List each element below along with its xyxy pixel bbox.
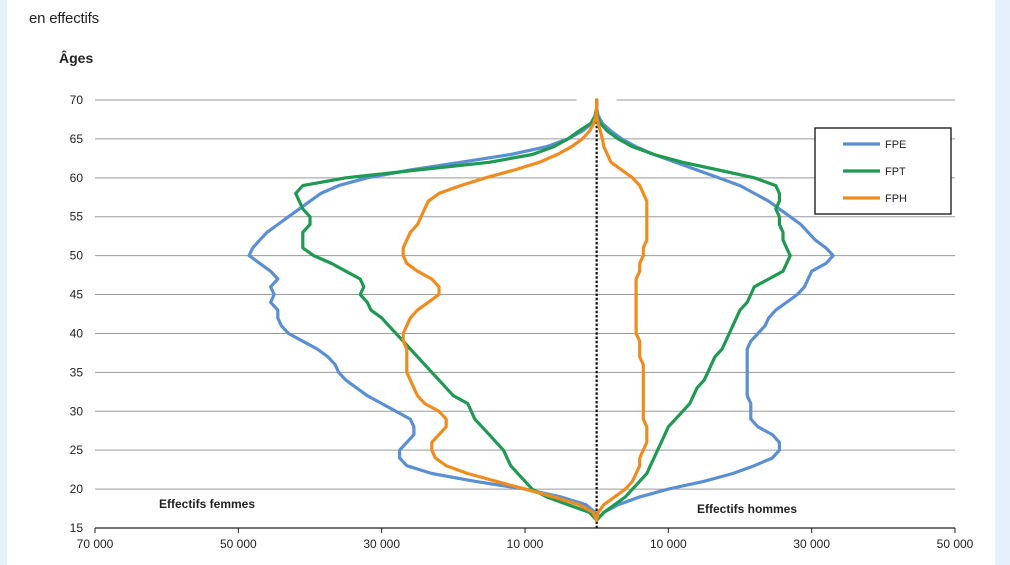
pyramid-chart: 15 20 25 30 35 40 45 50 55 60 65 70 Âges 70 000 50 000…	[59, 49, 974, 551]
series-fpt-women-line	[294, 98, 599, 522]
annotation-men: Effectifs hommes	[697, 502, 797, 516]
chart-subtitle: en effectifs	[29, 10, 99, 27]
y-tick-label: 60	[70, 171, 84, 185]
series-fpe-women-line	[247, 98, 599, 522]
y-tick-label: 65	[70, 132, 84, 146]
y-tick-label: 30	[70, 404, 84, 418]
x-tick-label: 50 000	[937, 537, 974, 551]
y-tick-label: 70	[70, 93, 84, 107]
figure-panel: en effectifs 15 20 25 30 35 40 45 50 55 60 65 70 Âge…	[7, 0, 995, 565]
y-tick-label: 45	[70, 288, 84, 302]
x-tick-label: 50 000	[220, 537, 257, 551]
y-tick-label: 25	[70, 443, 84, 457]
y-tick-label: 15	[70, 521, 84, 535]
y-tick-label: 35	[70, 365, 84, 379]
annotation-women: Effectifs femmes	[159, 497, 255, 511]
y-tick-label: 20	[70, 482, 84, 496]
legend-label-fpt: FPT	[885, 166, 906, 178]
x-tick-label: 70 000	[77, 537, 114, 551]
legend-label-fph: FPH	[885, 193, 907, 205]
series-fpe-men-line	[595, 98, 835, 522]
y-axis-label: Âges	[59, 49, 93, 66]
y-tick-label: 40	[70, 326, 84, 340]
x-tick-label: 30 000	[793, 537, 830, 551]
y-tick-label: 50	[70, 249, 84, 263]
y-tick-label: 55	[70, 210, 84, 224]
x-tick-label: 30 000	[363, 537, 400, 551]
x-tick-label: 10 000	[507, 537, 544, 551]
series-fph-men-line	[595, 98, 649, 522]
legend-box	[814, 127, 952, 215]
x-tick-label: 10 000	[650, 537, 687, 551]
series-fph-women-line	[401, 98, 599, 522]
legend-label-fpe: FPE	[885, 139, 906, 151]
series-fpt-men-line	[595, 98, 792, 522]
